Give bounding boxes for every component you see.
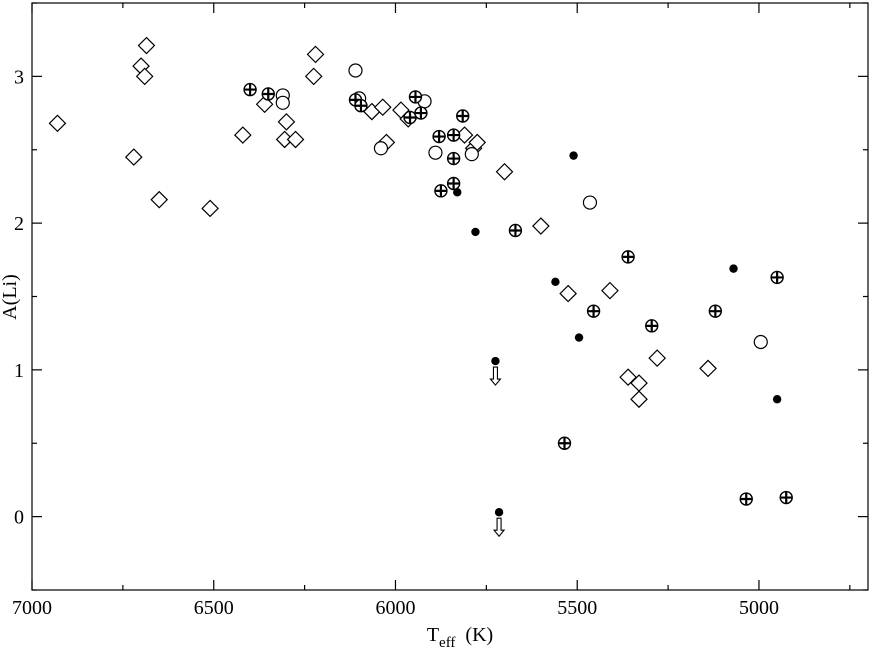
- data-point-diamond: [630, 390, 648, 409]
- data-point-circle-plus: [403, 110, 417, 125]
- series-circle-plus: [243, 82, 793, 506]
- data-point-upper-limit: [492, 508, 506, 538]
- data-point-circle-plus: [456, 109, 470, 123]
- data-point-dot: [551, 277, 560, 287]
- data-point-circle-plus: [770, 270, 784, 285]
- data-point-dot: [471, 227, 480, 237]
- x-axis-title: Teff (K): [427, 624, 493, 651]
- data-point-circle-plus: [446, 128, 461, 142]
- data-point-circle: [348, 63, 363, 78]
- series-dot-filled: [453, 151, 782, 404]
- data-point-circle-plus: [708, 304, 723, 318]
- data-point-circle-plus: [586, 304, 601, 318]
- data-point-circle-plus: [645, 319, 659, 333]
- data-point-circle: [753, 334, 768, 350]
- data-point-diamond: [277, 113, 296, 131]
- data-point-diamond: [150, 190, 169, 209]
- data-point-circle-plus: [434, 184, 448, 198]
- series-circle-open: [275, 63, 768, 350]
- data-point-circle-plus: [408, 90, 423, 104]
- data-point-diamond: [373, 98, 392, 117]
- x-tick-label: 5000: [739, 597, 779, 619]
- data-point-circle-plus: [779, 490, 793, 505]
- data-point-circle: [275, 95, 290, 110]
- data-point-diamond: [124, 148, 143, 166]
- y-axis-title: A(Li): [0, 274, 21, 320]
- x-tick-label: 7000: [12, 597, 52, 619]
- data-point-circle-plus: [432, 129, 446, 144]
- data-point-diamond: [495, 162, 514, 181]
- data-point-circle-plus: [414, 106, 428, 120]
- data-point-diamond: [559, 284, 577, 303]
- axis-ticks: 7000 6500 6000 5500 5000 0 1 2 3: [12, 2, 868, 619]
- series-dot-upper-limit: [489, 356, 506, 538]
- x-tick-label: 6000: [375, 597, 415, 619]
- data-point-diamond: [601, 281, 619, 300]
- data-point-circle: [373, 141, 389, 156]
- data-point-circle-plus: [557, 436, 572, 450]
- data-point-dot: [574, 333, 584, 342]
- x-tick-label: 6500: [194, 597, 234, 619]
- y-tick-label: 0: [14, 507, 24, 529]
- data-point-circle-plus: [354, 99, 368, 113]
- y-tick-label: 3: [14, 66, 24, 88]
- data-point-circle: [428, 145, 443, 160]
- data-point-circle: [582, 195, 598, 210]
- data-point-upper-limit: [489, 356, 502, 386]
- y-tick-label: 2: [14, 213, 24, 235]
- x-axis-title-main: T: [427, 624, 439, 646]
- x-tick-label: 5500: [557, 597, 597, 619]
- y-tick-label: 1: [14, 360, 24, 382]
- data-point-diamond: [201, 199, 219, 218]
- data-point-diamond: [137, 36, 156, 55]
- data-point-circle-plus: [508, 223, 523, 238]
- data-marks: [48, 36, 793, 538]
- data-point-diamond: [286, 130, 305, 149]
- data-point-diamond: [233, 126, 252, 144]
- data-point-circle-plus: [739, 492, 753, 506]
- data-point-circle-plus: [621, 250, 635, 264]
- data-point-circle-plus: [261, 87, 275, 101]
- data-point-circle-plus: [446, 151, 461, 166]
- series-diamond-open: [48, 36, 717, 409]
- data-point-diamond: [135, 67, 154, 86]
- data-point-diamond: [306, 45, 325, 64]
- data-point-diamond: [304, 67, 323, 86]
- x-axis-title-subscript: eff: [439, 635, 455, 651]
- data-point-diamond: [699, 359, 717, 378]
- data-point-diamond: [48, 114, 67, 133]
- x-axis-title-units: (K): [465, 624, 493, 646]
- data-point-diamond: [648, 349, 667, 367]
- data-point-dot: [772, 395, 782, 404]
- data-point-circle-plus: [243, 82, 257, 97]
- data-point-dot: [569, 151, 578, 160]
- data-point-diamond: [532, 217, 550, 235]
- data-point-dot: [729, 264, 738, 273]
- data-point-circle: [464, 147, 479, 162]
- data-point-circle-plus: [446, 176, 461, 191]
- data-point-dot: [453, 188, 462, 197]
